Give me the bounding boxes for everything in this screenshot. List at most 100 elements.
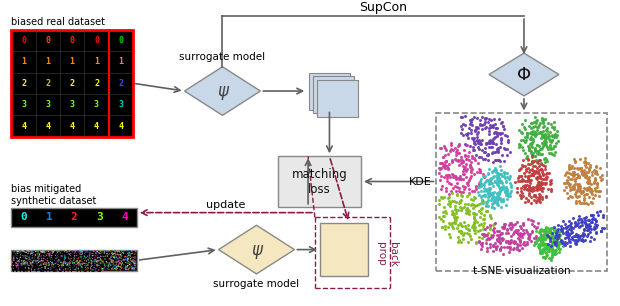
Point xyxy=(498,171,508,176)
Point xyxy=(102,254,112,259)
Point xyxy=(27,251,37,256)
Point xyxy=(433,198,443,203)
Point xyxy=(563,174,573,179)
Point xyxy=(534,199,544,204)
Point xyxy=(541,144,551,149)
Point xyxy=(471,212,481,217)
Point xyxy=(456,160,466,165)
Point xyxy=(539,242,549,247)
Point xyxy=(29,256,39,261)
Text: Φ: Φ xyxy=(517,65,531,84)
Point xyxy=(544,256,554,260)
Point xyxy=(71,250,81,255)
Point xyxy=(525,180,535,185)
Text: 2: 2 xyxy=(21,79,26,88)
Point xyxy=(24,267,34,272)
Text: KDE: KDE xyxy=(409,177,432,186)
Point xyxy=(97,266,107,271)
Point xyxy=(456,123,466,128)
Point xyxy=(89,256,99,260)
Point xyxy=(553,244,563,248)
Point xyxy=(540,255,550,260)
Point xyxy=(536,226,546,231)
Point xyxy=(527,121,537,126)
Point xyxy=(463,157,472,162)
Point xyxy=(52,262,62,267)
Point xyxy=(579,201,589,206)
Point xyxy=(489,230,498,235)
Point xyxy=(541,157,551,162)
Point xyxy=(94,254,104,259)
Point xyxy=(130,259,140,264)
Point xyxy=(94,258,104,263)
Point xyxy=(460,184,470,189)
Point xyxy=(487,233,497,238)
Point xyxy=(482,198,492,203)
Point xyxy=(464,186,474,191)
Point xyxy=(122,256,132,260)
Point xyxy=(94,251,104,256)
Point xyxy=(494,190,504,195)
Point xyxy=(74,255,84,259)
Point xyxy=(567,171,577,176)
Point xyxy=(538,129,547,134)
Point xyxy=(56,257,66,262)
Point xyxy=(445,222,454,227)
Point xyxy=(476,179,485,184)
Point xyxy=(503,138,513,143)
Point xyxy=(480,116,490,121)
Point xyxy=(436,217,446,222)
Point xyxy=(66,258,76,263)
Point xyxy=(535,129,545,134)
Point xyxy=(490,125,500,130)
Point xyxy=(518,220,528,225)
Point xyxy=(533,151,543,156)
Point xyxy=(551,140,561,145)
Point xyxy=(113,248,123,253)
Point xyxy=(451,217,461,222)
Point xyxy=(93,263,103,268)
Point xyxy=(489,206,499,211)
Point xyxy=(484,166,494,171)
Point xyxy=(485,241,495,246)
Point xyxy=(97,266,107,271)
Point xyxy=(115,261,125,266)
Point xyxy=(482,177,492,182)
Point xyxy=(85,252,95,257)
Point xyxy=(461,226,471,230)
Point xyxy=(537,145,547,150)
Point xyxy=(487,170,497,174)
Point xyxy=(539,247,549,252)
Point xyxy=(119,263,129,267)
Point xyxy=(96,250,106,255)
Point xyxy=(71,262,81,267)
Point xyxy=(46,250,56,255)
Point xyxy=(549,120,559,125)
Point xyxy=(564,233,574,238)
Point xyxy=(66,266,76,271)
Point xyxy=(110,266,120,271)
Point xyxy=(552,129,562,134)
Text: 0: 0 xyxy=(20,212,27,222)
Point xyxy=(595,175,605,180)
Point xyxy=(537,182,547,187)
Point xyxy=(546,236,556,241)
Point xyxy=(77,266,87,271)
Point xyxy=(535,157,545,162)
Point xyxy=(469,114,479,119)
Point xyxy=(94,254,104,259)
Point xyxy=(537,185,547,190)
Point xyxy=(115,252,125,257)
Point xyxy=(24,263,33,267)
Point xyxy=(44,256,54,261)
Point xyxy=(485,122,495,127)
Point xyxy=(476,118,485,123)
Point xyxy=(26,260,36,265)
Point xyxy=(487,124,497,129)
Point xyxy=(26,258,36,263)
Point xyxy=(540,167,550,172)
Point xyxy=(474,239,484,244)
Point xyxy=(42,253,51,258)
Point xyxy=(45,262,55,267)
Point xyxy=(110,255,120,260)
